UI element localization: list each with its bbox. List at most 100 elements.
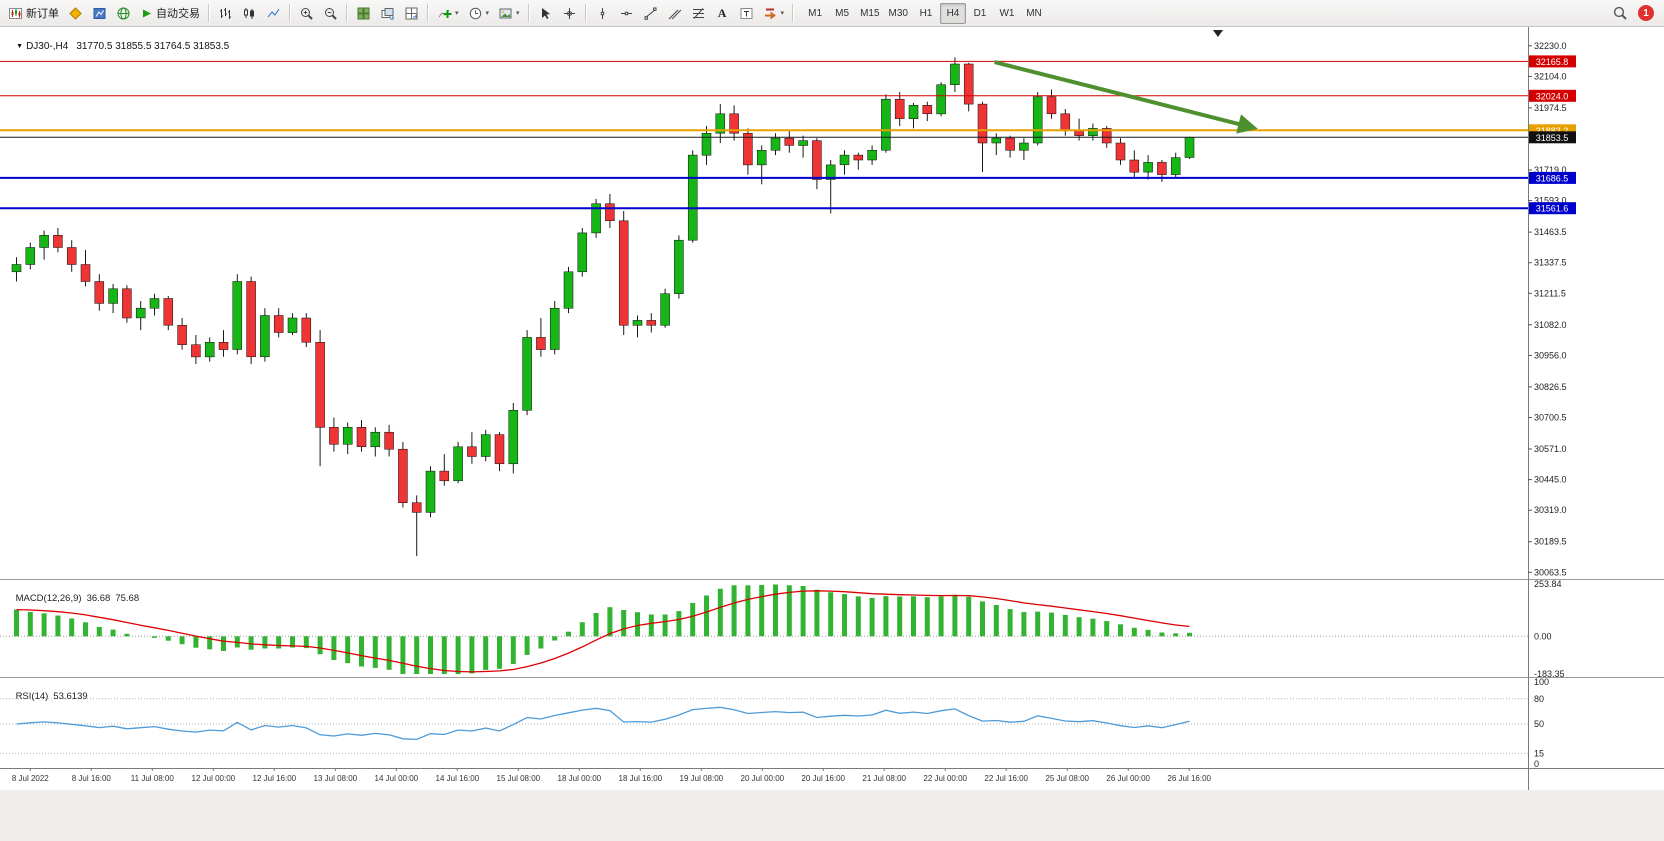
rsi-label: RSI(14) [15, 691, 49, 702]
svg-text:12 Jul 00:00: 12 Jul 00:00 [192, 774, 236, 783]
timeframe-m1-button[interactable]: M1 [802, 3, 828, 24]
timeframe-h4-button[interactable]: H4 [939, 2, 966, 24]
macd-signal-value: 75.68 [115, 593, 140, 604]
tile-windows-button[interactable] [352, 3, 375, 24]
web-terminal-button[interactable] [112, 3, 135, 24]
toolbar-separator [584, 4, 587, 22]
indicators-button[interactable]: ▾ [433, 3, 463, 24]
arrange-icon [404, 6, 419, 21]
svg-text:31686.5: 31686.5 [1536, 173, 1569, 183]
svg-text:31719.0: 31719.0 [1534, 165, 1567, 175]
label-tool-button[interactable] [735, 3, 758, 24]
timeframe-m15-button[interactable]: M15 [856, 3, 883, 24]
svg-text:100: 100 [1534, 677, 1549, 687]
svg-text:18 Jul 00:00: 18 Jul 00:00 [558, 774, 602, 783]
horizontal-line-tool-button[interactable] [615, 3, 638, 24]
vertical-line-tool-button[interactable] [591, 3, 614, 24]
dropdown-caret-icon: ▾ [780, 10, 785, 17]
svg-text:12 Jul 16:00: 12 Jul 16:00 [253, 774, 297, 783]
svg-text:26 Jul 16:00: 26 Jul 16:00 [1167, 774, 1211, 783]
svg-text:14 Jul 00:00: 14 Jul 00:00 [375, 774, 419, 783]
line-chart-button[interactable] [262, 3, 285, 24]
tile-grid-icon [356, 6, 371, 21]
toolbar-separator [527, 4, 530, 22]
chart-menu-triangle-icon[interactable]: ▼ [16, 43, 24, 50]
autotrading-button[interactable]: 自动交易 [136, 3, 204, 24]
chart-symbol-period: DJ30-,H4 [26, 41, 69, 52]
fibonacci-tool-button[interactable] [687, 3, 710, 24]
metaeditor-button[interactable] [64, 3, 87, 24]
arrow-shapes-tool-button[interactable]: ▾ [759, 3, 789, 24]
zoom-in-button[interactable] [295, 3, 318, 24]
svg-text:80: 80 [1534, 694, 1544, 704]
autotrading-label: 自动交易 [156, 8, 200, 20]
pointer-icon [538, 6, 553, 21]
svg-text:22 Jul 00:00: 22 Jul 00:00 [923, 774, 967, 783]
toolbar-separator [427, 4, 429, 22]
bar-chart-button[interactable] [214, 3, 237, 24]
trendline-tool-button[interactable] [639, 3, 662, 24]
macd-main-value: 36.68 [86, 593, 111, 604]
zoom-out-button[interactable] [319, 3, 342, 24]
candlestick-icon [242, 6, 257, 21]
notification-badge[interactable]: 1 [1638, 5, 1654, 21]
globe-icon [116, 6, 131, 21]
svg-text:32165.8: 32165.8 [1536, 57, 1569, 67]
search-icon [1612, 5, 1628, 21]
rsi-header: RSI(14) 53.6139 [5, 680, 93, 713]
svg-text:31211.5: 31211.5 [1534, 288, 1566, 298]
toolbar-separator [208, 4, 210, 22]
crosshair-icon [562, 6, 577, 21]
svg-text:30956.0: 30956.0 [1534, 350, 1567, 360]
yellow-diamond-icon [68, 6, 83, 21]
svg-text:25 Jul 08:00: 25 Jul 08:00 [1045, 774, 1089, 783]
arrange-windows-button[interactable] [400, 3, 423, 24]
macd-label: MACD(12,26,9) [15, 593, 82, 604]
svg-text:32104.0: 32104.0 [1534, 71, 1567, 81]
svg-text:13 Jul 08:00: 13 Jul 08:00 [314, 774, 358, 783]
crosshair-button[interactable] [558, 3, 581, 24]
zoom-out-icon [323, 6, 338, 21]
macd-header: MACD(12,26,9) 36.68 75.68 [5, 582, 144, 615]
ohlc-bars-icon [218, 6, 233, 21]
svg-text:31593.0: 31593.0 [1534, 196, 1567, 206]
price-chart-canvas[interactable]: 32230.0 32104.0 31974.5 31719.0 31593.0 31463… [0, 27, 1664, 841]
timeframe-mn-button[interactable]: MN [1021, 3, 1047, 24]
timeframe-m5-button[interactable]: M5 [829, 3, 855, 24]
periods-button[interactable]: ▾ [464, 3, 494, 24]
new-order-label: 新订单 [26, 8, 59, 20]
svg-text:30700.5: 30700.5 [1534, 413, 1567, 423]
chart-title: ▼ DJ30-,H4 31770.5 31855.5 31764.5 31853.5 [5, 30, 229, 63]
candlestick-chart-button[interactable] [238, 3, 261, 24]
svg-text:15 Jul 08:00: 15 Jul 08:00 [497, 774, 541, 783]
svg-text:30571.0: 30571.0 [1534, 444, 1567, 454]
text-tool-button[interactable]: A [711, 3, 734, 24]
timeframe-h1-button[interactable]: H1 [913, 3, 939, 24]
svg-text:30063.5: 30063.5 [1534, 567, 1567, 577]
svg-text:18 Jul 16:00: 18 Jul 16:00 [619, 774, 663, 783]
search-button[interactable] [1608, 3, 1632, 24]
clock-icon [468, 6, 483, 21]
svg-text:31974.5: 31974.5 [1534, 103, 1567, 113]
timeframe-w1-button[interactable]: W1 [994, 3, 1020, 24]
svg-text:31561.6: 31561.6 [1536, 204, 1569, 214]
new-order-button[interactable]: 新订单 [4, 3, 63, 24]
templates-button[interactable]: ▾ [494, 3, 524, 24]
cascade-windows-button[interactable] [376, 3, 399, 24]
svg-text:0: 0 [1534, 759, 1539, 769]
svg-text:15: 15 [1534, 748, 1544, 758]
toolbar-separator [289, 4, 291, 22]
rsi-value: 53.6139 [53, 691, 88, 702]
timeframe-d1-button[interactable]: D1 [967, 3, 993, 24]
cursor-button[interactable] [534, 3, 557, 24]
dropdown-caret-icon: ▾ [516, 10, 520, 17]
market-chart-button[interactable] [88, 3, 111, 24]
text-a-icon: A [717, 5, 727, 20]
svg-text:31853.5: 31853.5 [1536, 133, 1569, 143]
svg-text:253.84: 253.84 [1534, 579, 1562, 589]
equidistant-channel-tool-button[interactable] [663, 3, 686, 24]
toolbar-right-group: 1 [1608, 3, 1660, 24]
new-order-icon [8, 6, 23, 21]
picture-icon [498, 6, 513, 21]
timeframe-m30-button[interactable]: M30 [885, 3, 912, 24]
